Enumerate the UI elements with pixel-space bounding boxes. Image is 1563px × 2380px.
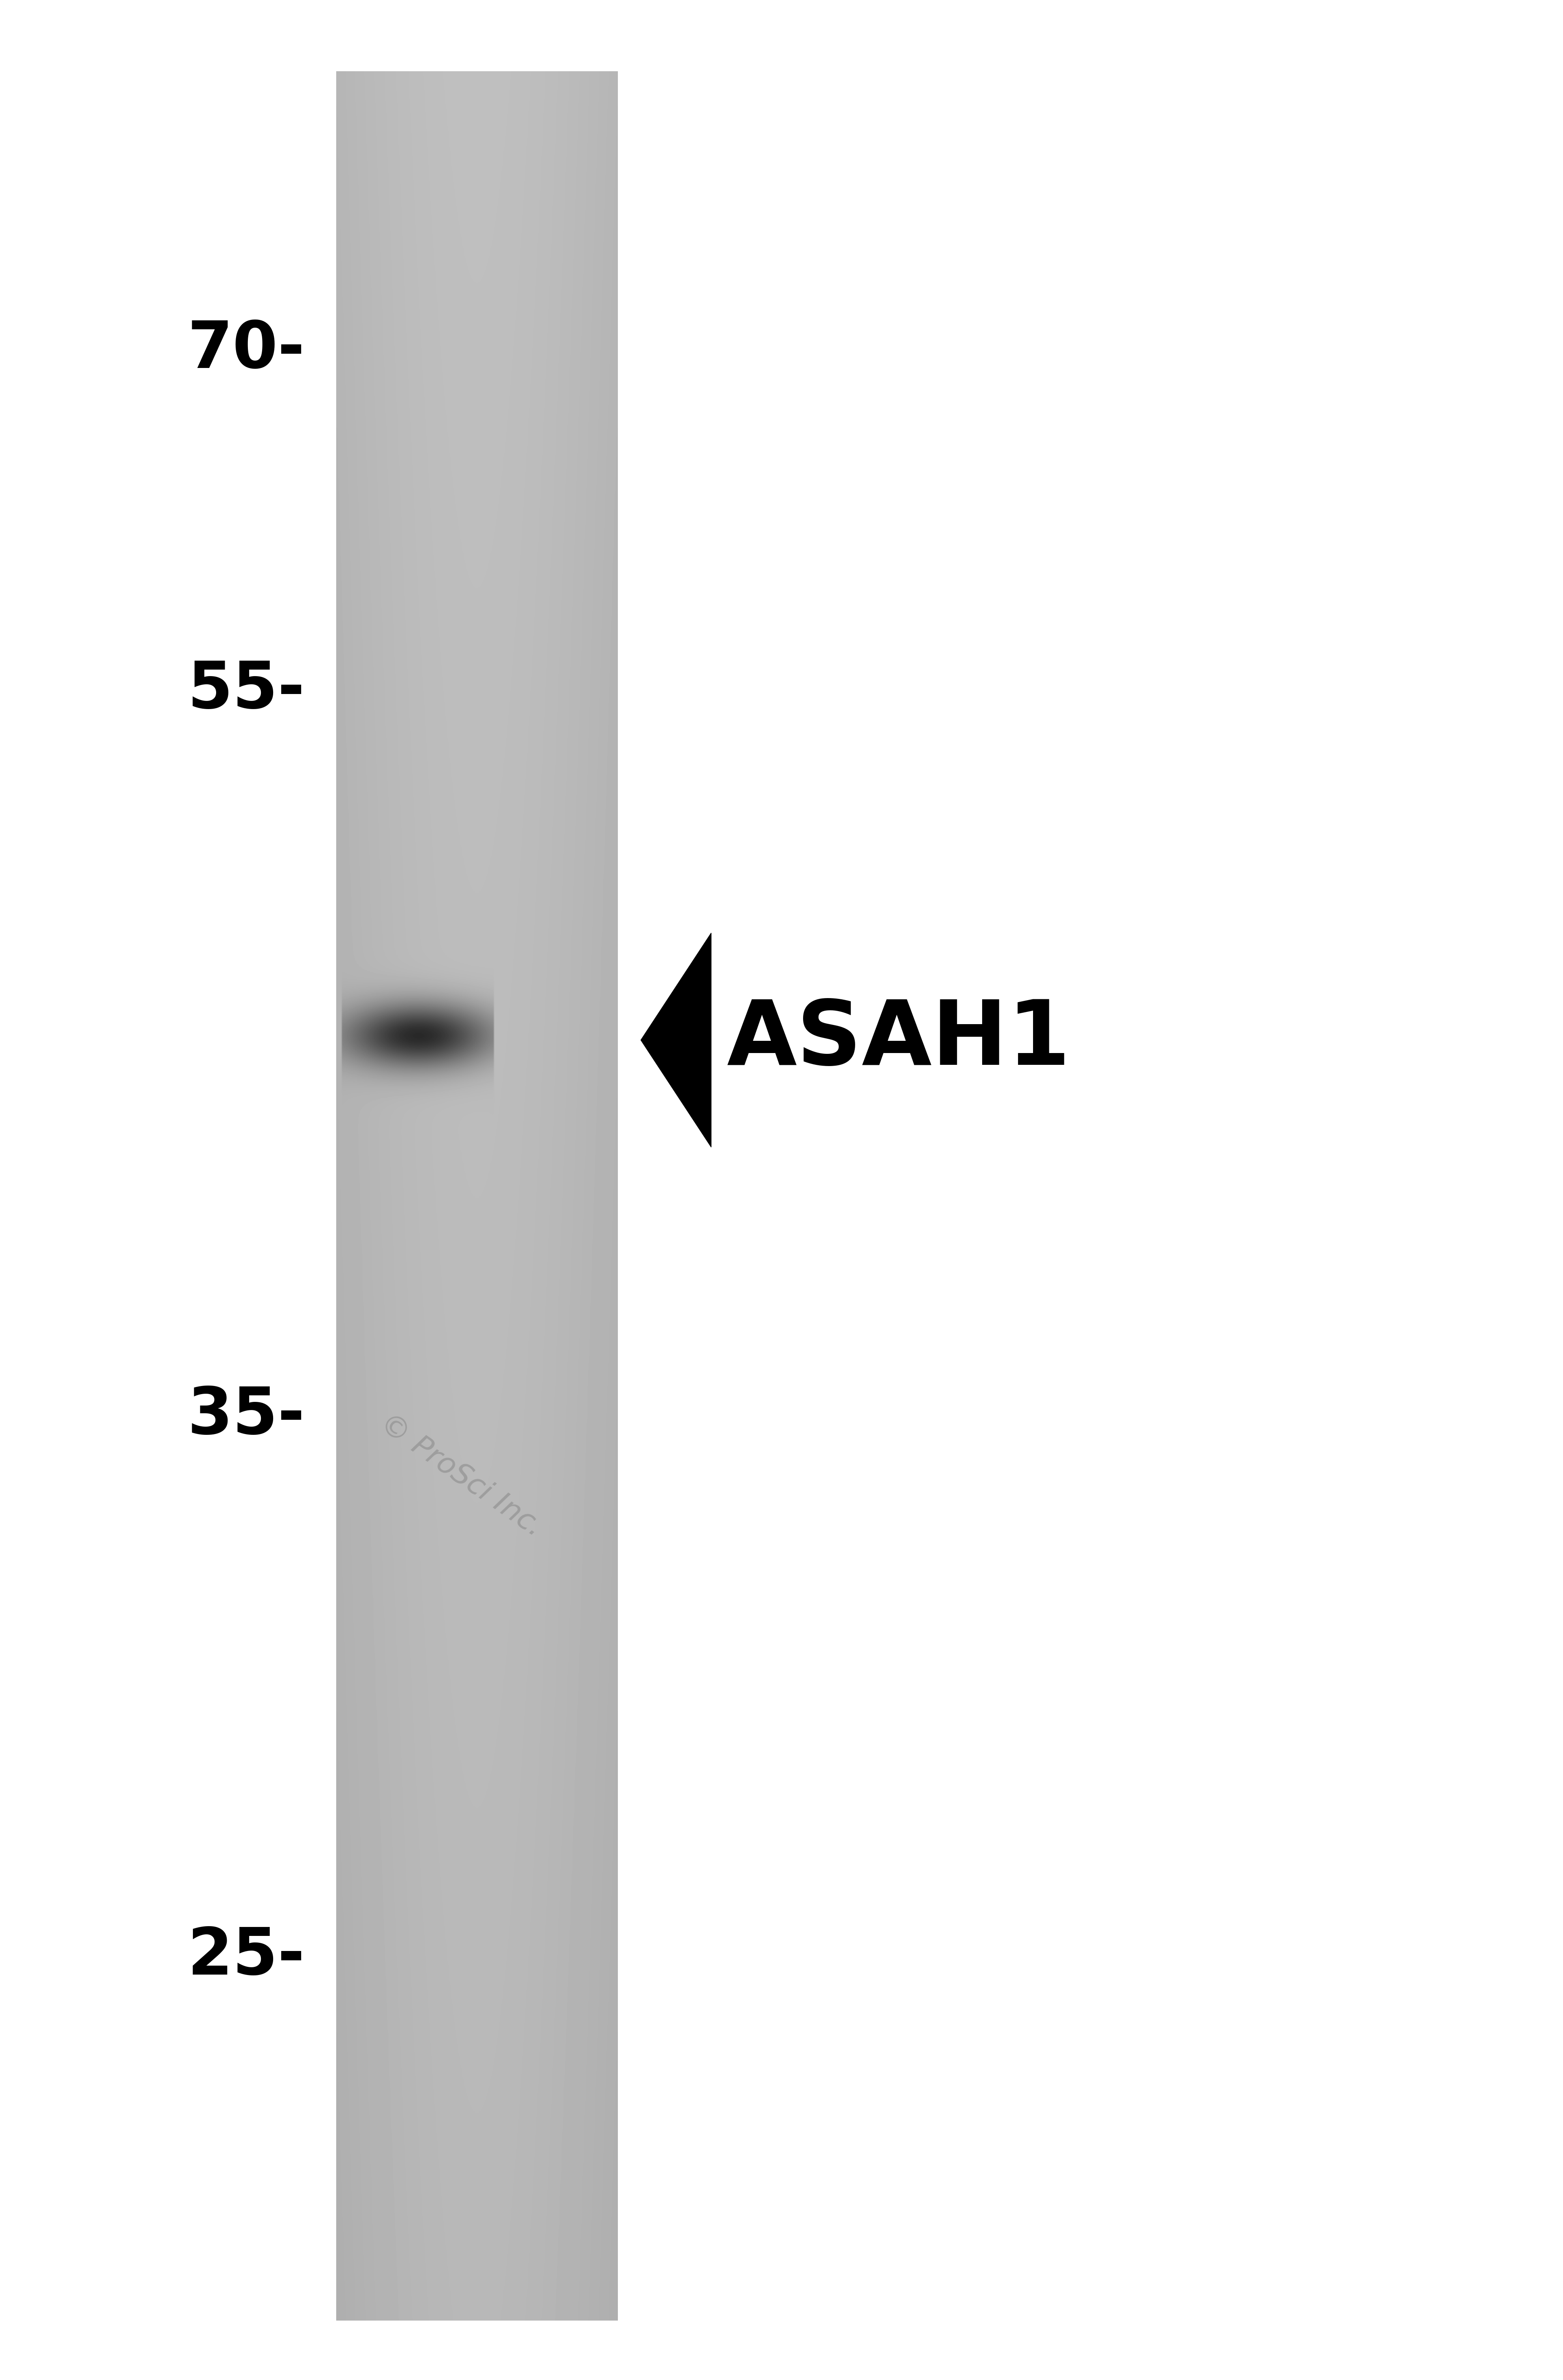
Text: ASAH1: ASAH1 xyxy=(727,997,1071,1083)
Text: 35-: 35- xyxy=(188,1385,305,1447)
Text: © ProSci Inc.: © ProSci Inc. xyxy=(375,1409,547,1542)
Text: 55-: 55- xyxy=(188,659,305,721)
Text: 70-: 70- xyxy=(188,319,305,381)
Polygon shape xyxy=(641,933,711,1147)
Text: 25-: 25- xyxy=(188,1925,305,1987)
